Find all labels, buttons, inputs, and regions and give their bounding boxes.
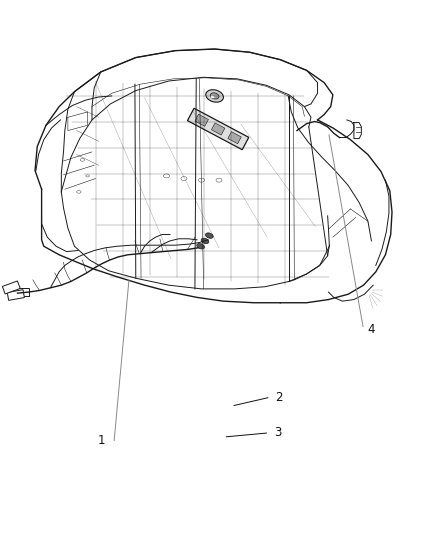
Bar [2, 281, 20, 294]
Ellipse shape [163, 174, 170, 178]
Text: 1: 1 [98, 434, 106, 447]
Ellipse shape [197, 244, 205, 249]
Ellipse shape [206, 90, 223, 102]
Polygon shape [195, 114, 208, 126]
Ellipse shape [205, 233, 213, 238]
Bar [13, 288, 29, 296]
Ellipse shape [216, 178, 222, 182]
Text: 4: 4 [368, 323, 375, 336]
Ellipse shape [210, 93, 219, 99]
Ellipse shape [181, 176, 187, 181]
Ellipse shape [211, 95, 215, 98]
Text: 2: 2 [275, 391, 283, 403]
Ellipse shape [198, 178, 205, 182]
Ellipse shape [201, 238, 209, 244]
Polygon shape [187, 108, 249, 150]
Polygon shape [228, 132, 241, 144]
Bar [7, 290, 25, 301]
Polygon shape [212, 123, 225, 135]
Text: 3: 3 [274, 426, 281, 439]
